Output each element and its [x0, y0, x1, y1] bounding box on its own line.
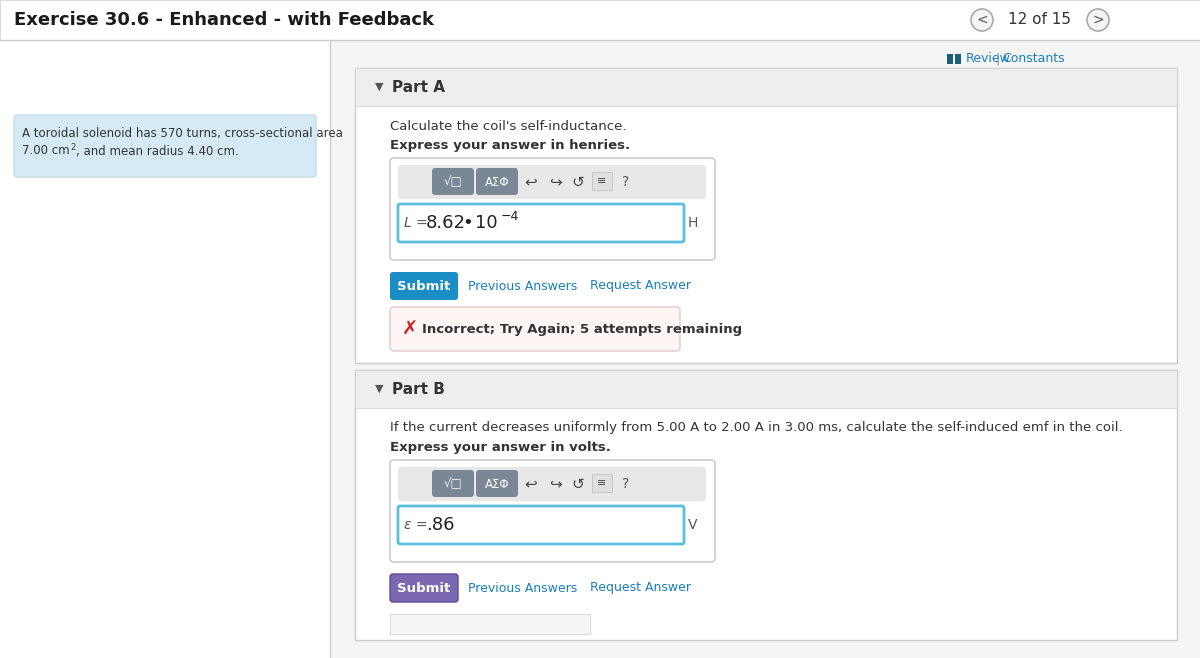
Text: Previous Answers: Previous Answers	[468, 280, 577, 293]
Bar	[355, 68, 1177, 106]
Text: ↩: ↩	[524, 476, 538, 492]
Text: √□: √□	[444, 478, 462, 490]
Text: ?: ?	[623, 175, 630, 189]
Bar	[0, 40, 330, 658]
Text: 8.62: 8.62	[426, 214, 466, 232]
Bar	[947, 54, 953, 64]
FancyBboxPatch shape	[398, 467, 706, 501]
Text: √□: √□	[444, 176, 462, 188]
Text: ↺: ↺	[571, 476, 584, 492]
Text: ↺: ↺	[571, 174, 584, 190]
FancyBboxPatch shape	[398, 204, 684, 242]
Text: Submit: Submit	[397, 582, 451, 594]
FancyBboxPatch shape	[390, 574, 458, 602]
FancyBboxPatch shape	[390, 460, 715, 562]
Text: ↩: ↩	[524, 174, 538, 190]
Text: ✗: ✗	[402, 320, 419, 338]
Text: •: •	[462, 214, 473, 232]
Text: ≡: ≡	[598, 478, 607, 488]
Text: ΑΣΦ: ΑΣΦ	[485, 176, 509, 188]
Text: <: <	[976, 13, 988, 27]
Text: 2: 2	[70, 143, 76, 153]
FancyBboxPatch shape	[398, 506, 684, 544]
Text: .86: .86	[426, 516, 455, 534]
Bar	[0, 0, 1200, 40]
FancyBboxPatch shape	[476, 470, 518, 497]
Bar	[955, 54, 961, 64]
Text: Incorrect; Try Again; 5 attempts remaining: Incorrect; Try Again; 5 attempts remaini…	[422, 322, 742, 336]
FancyBboxPatch shape	[398, 165, 706, 199]
Text: ▼: ▼	[374, 384, 384, 394]
Text: 10: 10	[475, 214, 498, 232]
Bar	[592, 474, 612, 492]
Bar	[355, 370, 1177, 408]
Bar	[592, 172, 612, 190]
Text: Exercise 30.6 - Enhanced - with Feedback: Exercise 30.6 - Enhanced - with Feedback	[14, 11, 434, 29]
Text: ↪: ↪	[548, 174, 562, 190]
Text: Request Answer: Request Answer	[590, 582, 691, 594]
Text: A toroidal solenoid has 570 turns, cross-sectional area: A toroidal solenoid has 570 turns, cross…	[22, 126, 343, 139]
Text: ▼: ▼	[374, 82, 384, 92]
Circle shape	[1087, 9, 1109, 31]
Text: ≡: ≡	[598, 176, 607, 186]
Text: −4: −4	[502, 209, 520, 222]
Circle shape	[971, 9, 994, 31]
FancyBboxPatch shape	[390, 307, 680, 351]
Bar	[355, 370, 1177, 640]
Text: Part A: Part A	[392, 80, 445, 95]
Text: ΑΣΦ: ΑΣΦ	[485, 478, 509, 490]
FancyBboxPatch shape	[390, 272, 458, 300]
Text: ε =: ε =	[404, 518, 427, 532]
Text: >: >	[1092, 13, 1104, 27]
Text: Part B: Part B	[392, 382, 445, 397]
FancyBboxPatch shape	[476, 168, 518, 195]
Text: ↪: ↪	[548, 476, 562, 492]
Bar	[330, 40, 1200, 658]
Text: 12 of 15: 12 of 15	[1008, 13, 1072, 28]
Text: Express your answer in henries.: Express your answer in henries.	[390, 138, 630, 151]
Text: Request Answer: Request Answer	[590, 280, 691, 293]
Text: 7.00 cm: 7.00 cm	[22, 145, 70, 157]
Text: , and mean radius 4.40 cm.: , and mean radius 4.40 cm.	[76, 145, 239, 157]
Text: Previous Answers: Previous Answers	[468, 582, 577, 594]
Text: V: V	[688, 518, 697, 532]
FancyBboxPatch shape	[432, 470, 474, 497]
FancyBboxPatch shape	[390, 158, 715, 260]
Bar	[390, 614, 590, 634]
Text: ?: ?	[623, 477, 630, 491]
FancyBboxPatch shape	[432, 168, 474, 195]
Text: If the current decreases uniformly from 5.00 A to 2.00 A in 3.00 ms, calculate t: If the current decreases uniformly from …	[390, 422, 1123, 434]
Text: Constants: Constants	[1002, 53, 1064, 66]
Text: Submit: Submit	[397, 280, 451, 293]
FancyBboxPatch shape	[14, 115, 316, 177]
Text: L =: L =	[404, 216, 427, 230]
Text: H: H	[688, 216, 698, 230]
Text: |: |	[995, 53, 1000, 66]
Text: Review: Review	[966, 53, 1010, 66]
Text: Express your answer in volts.: Express your answer in volts.	[390, 440, 611, 453]
Bar	[355, 68, 1177, 363]
Text: Calculate the coil's self-inductance.: Calculate the coil's self-inductance.	[390, 120, 626, 132]
